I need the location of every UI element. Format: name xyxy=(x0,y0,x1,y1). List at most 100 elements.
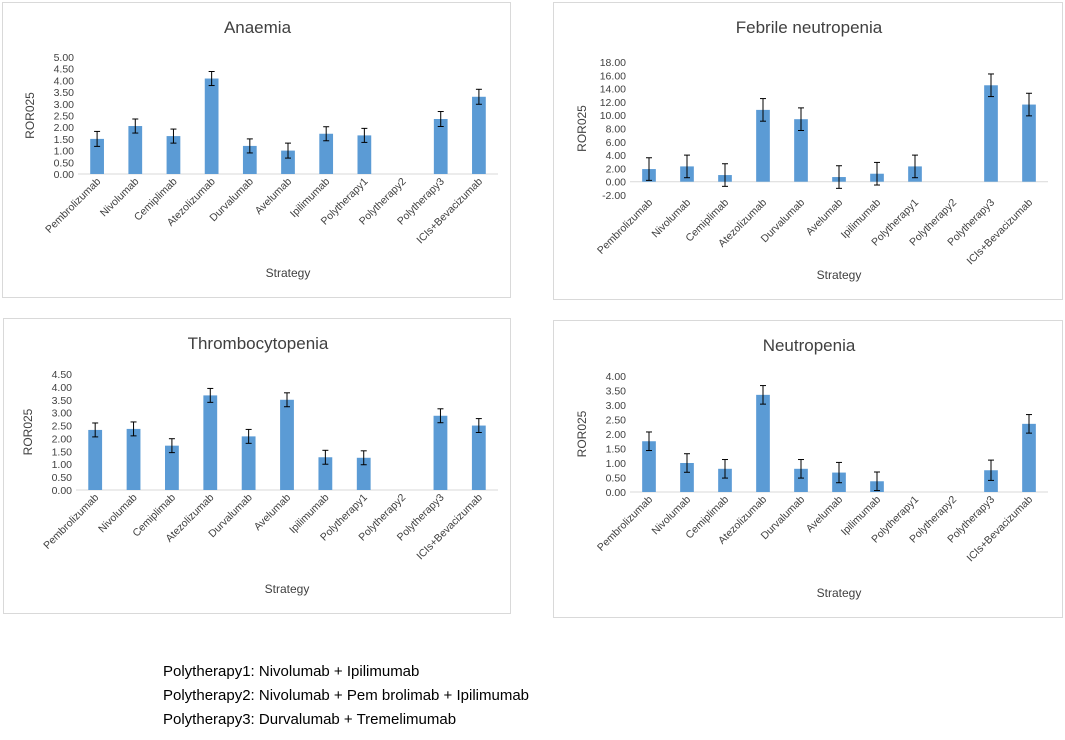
bar xyxy=(356,457,371,490)
y-tick-label: 18.00 xyxy=(600,57,626,69)
y-tick-label: 3.00 xyxy=(606,400,627,412)
x-tick-label: ICIs+Bevacizumab xyxy=(965,197,1036,268)
x-tick-label: ICIs+Bevacizumab xyxy=(414,176,485,247)
error-bar xyxy=(722,163,728,187)
error-bar xyxy=(1026,92,1032,117)
bar xyxy=(88,429,103,490)
y-tick-label: -2.00 xyxy=(602,190,626,202)
y-tick-label: 1.00 xyxy=(52,459,73,471)
error-bar xyxy=(684,154,690,179)
y-axis-label: ROR025 xyxy=(575,410,589,457)
error-bar xyxy=(798,459,804,479)
y-tick-label: 1.00 xyxy=(54,146,75,158)
chart-neutropenia: Neutropenia 0.00 0.50 1.00 1.50 2.00 2.50 3.00 3… xyxy=(553,320,1063,618)
y-tick-label: 5.00 xyxy=(54,52,75,64)
bar xyxy=(472,96,486,174)
error-bar xyxy=(646,157,652,181)
bar xyxy=(1022,423,1036,492)
y-tick-label: 3.00 xyxy=(54,99,75,111)
y-tick-label: 14.00 xyxy=(600,84,626,96)
y-axis-label: ROR025 xyxy=(23,92,37,139)
x-axis-label: Strategy xyxy=(817,586,862,600)
y-tick-label: 10.00 xyxy=(600,110,626,122)
error-bar xyxy=(1026,414,1032,434)
error-bar xyxy=(798,107,804,131)
error-bar xyxy=(874,161,880,186)
error-bar xyxy=(988,73,994,98)
y-tick-label: 12.00 xyxy=(600,97,626,109)
error-bar xyxy=(874,471,880,492)
bar xyxy=(204,78,219,174)
y-tick-label: 16.00 xyxy=(600,70,626,82)
y-tick-label: 0.00 xyxy=(606,177,627,189)
error-bar xyxy=(208,71,215,87)
error-bar xyxy=(284,392,290,408)
bar xyxy=(128,126,143,174)
error-bar xyxy=(130,421,137,437)
bar xyxy=(203,395,218,490)
chart-title: Neutropenia xyxy=(763,336,856,355)
legend-line-polytherapy2: Polytherapy2: Nivolumab + Pem brolimab +… xyxy=(163,687,529,704)
polytherapy-legend: Polytherapy1: Nivolumab + Ipilimumab Pol… xyxy=(163,660,529,732)
y-tick-label: 2.00 xyxy=(52,433,73,445)
error-bar xyxy=(322,449,329,465)
y-tick-label: 2.50 xyxy=(54,111,75,123)
chart-title: Febrile neutropenia xyxy=(736,18,883,37)
x-tick-label: Pembrolizumab xyxy=(43,176,103,236)
y-tick-label: 8.00 xyxy=(606,124,627,136)
y-tick-label: 3.00 xyxy=(52,408,73,420)
bar xyxy=(680,463,694,492)
bar xyxy=(281,150,295,174)
y-axis-label: ROR025 xyxy=(21,408,35,455)
error-bar xyxy=(760,98,766,122)
bar xyxy=(471,425,486,490)
chart-febrile-neutropenia: Febrile neutropenia -2.00 0.00 2.00 4.00 6.00… xyxy=(553,2,1063,300)
y-tick-label: 4.50 xyxy=(52,369,73,381)
error-bar xyxy=(360,450,367,466)
bar xyxy=(984,85,998,182)
bar xyxy=(319,133,334,174)
error-bar xyxy=(207,387,214,403)
bar xyxy=(1022,104,1036,182)
y-tick-label: 6.00 xyxy=(606,137,627,149)
x-axis-label: Strategy xyxy=(265,582,310,596)
error-bar xyxy=(361,127,368,143)
y-tick-label: 3.50 xyxy=(54,87,75,99)
y-tick-label: 4.00 xyxy=(54,75,75,87)
bar xyxy=(794,468,808,492)
y-tick-label: 0.00 xyxy=(606,487,627,499)
bar xyxy=(90,138,104,174)
bar xyxy=(242,145,257,174)
x-tick-label: Pembrolizumab xyxy=(595,197,655,257)
error-bar xyxy=(170,128,177,144)
error-bar xyxy=(988,459,994,481)
y-tick-label: 1.00 xyxy=(606,458,627,470)
y-tick-label: 3.50 xyxy=(52,395,73,407)
y-axis-label: ROR025 xyxy=(575,105,589,152)
y-tick-label: 2.00 xyxy=(606,163,627,175)
y-tick-label: 4.50 xyxy=(54,64,75,76)
error-bar xyxy=(912,154,918,179)
bar xyxy=(433,119,448,174)
bar xyxy=(357,135,372,174)
chart-thrombocytopenia: Thrombocytopenia 0.00 0.50 1.00 1.50 2.00 2.50… xyxy=(3,318,511,614)
error-bar xyxy=(285,142,291,159)
x-tick-label: Pembrolizumab xyxy=(41,492,101,552)
error-bar xyxy=(94,130,101,147)
y-tick-label: 1.50 xyxy=(54,134,75,146)
y-tick-label: 0.50 xyxy=(606,473,627,485)
bar xyxy=(241,436,256,490)
legend-line-polytherapy3: Polytherapy3: Durvalumab + Tremelimumab xyxy=(163,711,457,728)
y-tick-label: 2.00 xyxy=(606,429,627,441)
bar xyxy=(718,468,732,492)
chart-title: Anaemia xyxy=(224,18,292,37)
y-tick-label: 3.50 xyxy=(606,386,627,398)
bar xyxy=(756,109,770,182)
chart-svg: Febrile neutropenia -2.000.00 2.004.006.00… xyxy=(575,18,1048,282)
y-tick-label: 2.50 xyxy=(52,421,73,433)
error-bar xyxy=(836,461,842,484)
error-bar xyxy=(437,408,444,424)
error-bar xyxy=(475,88,482,105)
y-tick-label: 0.00 xyxy=(54,169,75,181)
chart-anaemia: Anaemia 0.00 0.50 1.00 1.50 2.00 2.50 3.00 3.50 4… xyxy=(2,2,511,298)
